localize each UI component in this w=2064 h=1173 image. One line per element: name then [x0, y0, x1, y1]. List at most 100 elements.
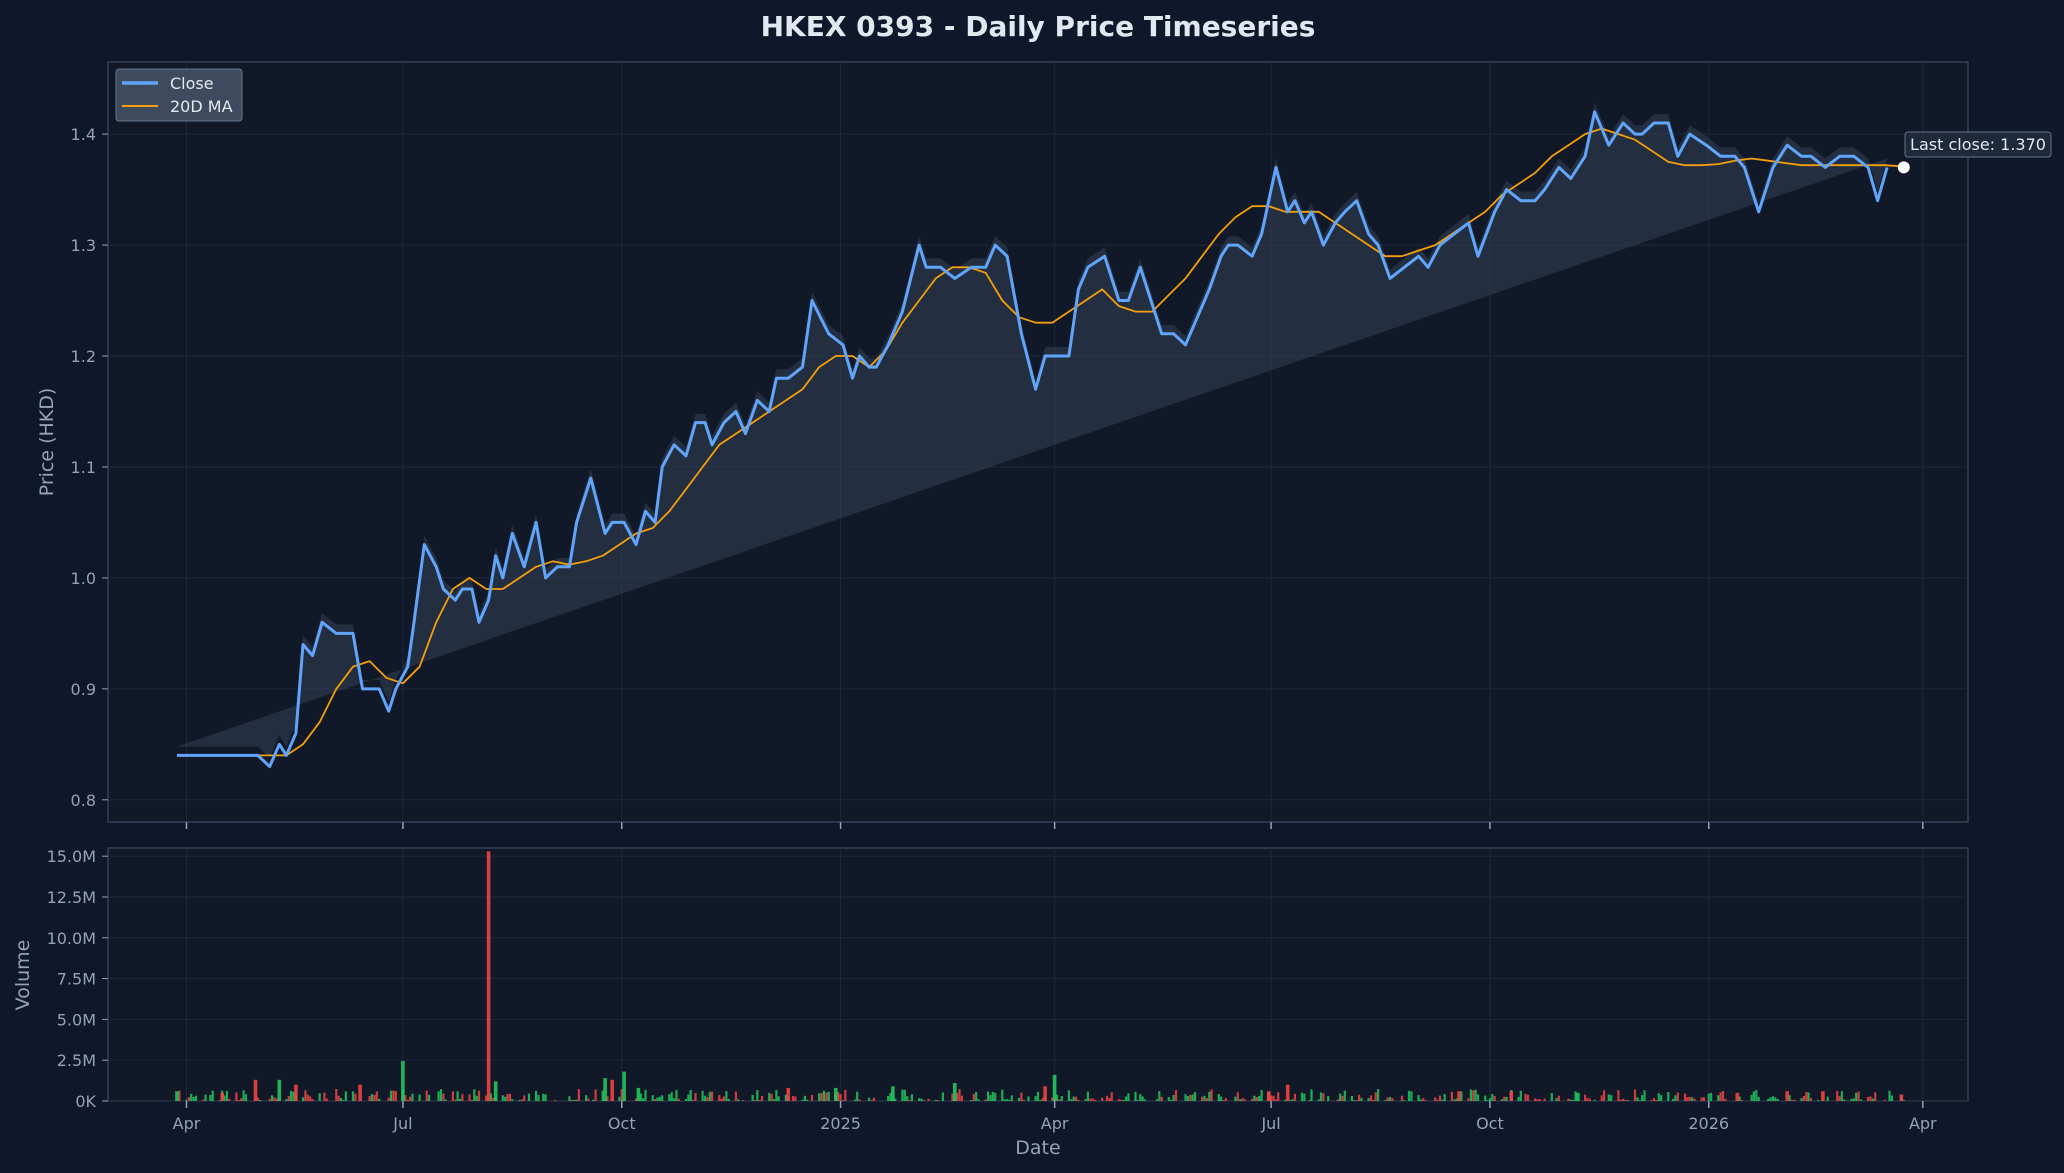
volume-bar [1358, 1094, 1361, 1101]
volume-bar [658, 1096, 661, 1101]
volume-bar [1450, 1091, 1453, 1101]
volume-bar [1224, 1098, 1227, 1101]
volume-spike-bar [1052, 1074, 1057, 1101]
volume-bar [340, 1098, 343, 1101]
volume-bar [1672, 1099, 1675, 1101]
x-tick-label: 2026 [1688, 1114, 1729, 1133]
volume-bar [927, 1098, 930, 1101]
volume-bar [1719, 1092, 1722, 1101]
volume-bar [1700, 1097, 1703, 1101]
volume-bar [1740, 1099, 1744, 1101]
volume-bar [1136, 1100, 1139, 1101]
volume-bar [1400, 1095, 1403, 1101]
volume-bar [654, 1099, 657, 1101]
volume-bar [1526, 1094, 1530, 1101]
volume-bar [1410, 1091, 1413, 1101]
volume-spike-bar [636, 1087, 641, 1101]
volume-bar [775, 1089, 778, 1101]
volume-bar [692, 1099, 695, 1101]
volume-bar [1343, 1090, 1346, 1101]
x-tick-label: Apr [173, 1114, 201, 1133]
volume-bar [442, 1093, 445, 1101]
volume-bar [1434, 1097, 1437, 1101]
volume-bar [1655, 1100, 1658, 1101]
volume-bar [970, 1100, 973, 1101]
volume-bar [218, 1100, 221, 1101]
volume-bar [1536, 1099, 1539, 1101]
volume-bar [1258, 1095, 1261, 1101]
volume-bar [901, 1089, 904, 1101]
volume-bar [225, 1090, 228, 1101]
volume-bar [1308, 1100, 1311, 1101]
volume-y-tick-label: 5.0M [57, 1010, 96, 1029]
volume-bar [268, 1098, 271, 1101]
volume-bar [1034, 1095, 1037, 1101]
volume-bar [1284, 1099, 1287, 1101]
volume-bar [1500, 1099, 1503, 1101]
volume-bar [1094, 1100, 1097, 1101]
volume-bar [1027, 1096, 1030, 1101]
volume-bar [271, 1095, 274, 1101]
volume-bar [235, 1092, 238, 1101]
volume-bar [1105, 1095, 1109, 1101]
volume-bar [451, 1091, 454, 1101]
volume-bar [1724, 1098, 1727, 1101]
volume-bar [456, 1091, 459, 1101]
volume-bar [1436, 1099, 1439, 1101]
volume-bar [889, 1092, 892, 1101]
volume-bar [1158, 1091, 1161, 1101]
volume-bar [392, 1090, 395, 1101]
volume-bar [1807, 1092, 1810, 1101]
volume-bar [1191, 1094, 1194, 1101]
volume-bar [1291, 1099, 1294, 1101]
volume-bar [1108, 1098, 1111, 1101]
volume-bar [1667, 1092, 1670, 1101]
volume-bar [370, 1094, 374, 1101]
volume-bar [1070, 1099, 1073, 1101]
legend: Close 20D MA [115, 68, 243, 122]
volume-bar [1534, 1098, 1537, 1101]
volume-bar [1086, 1091, 1089, 1101]
volume-bar [1472, 1090, 1475, 1101]
volume-bar [1691, 1097, 1694, 1101]
volume-bar [1633, 1089, 1637, 1101]
volume-bar [1272, 1095, 1275, 1101]
volume-bar [956, 1093, 959, 1101]
volume-bar [1239, 1099, 1242, 1101]
volume-y-tick-label: 12.5M [47, 888, 96, 907]
price-y-tick-label: 1.2 [71, 347, 96, 366]
volume-bar [1417, 1095, 1420, 1101]
volume-bar [1593, 1099, 1596, 1101]
volume-bar [1077, 1099, 1080, 1101]
volume-bar [1869, 1096, 1872, 1101]
volume-bars [175, 851, 1905, 1101]
volume-bar [1300, 1092, 1304, 1101]
volume-bar [373, 1094, 376, 1101]
volume-bar [1890, 1095, 1893, 1101]
price-y-tick-label: 1.4 [71, 125, 96, 144]
volume-bar [1117, 1099, 1120, 1101]
volume-bar [791, 1096, 795, 1101]
volume-bar [1557, 1095, 1560, 1101]
volume-bar [292, 1091, 295, 1101]
volume-bar [242, 1090, 245, 1101]
volume-bar [934, 1099, 937, 1101]
volume-bar [1843, 1099, 1846, 1101]
volume-bar [1022, 1099, 1025, 1101]
volume-bar [1569, 1099, 1572, 1101]
volume-bar [1750, 1094, 1753, 1101]
volume-bar [511, 1099, 514, 1101]
volume-bar [1419, 1099, 1422, 1101]
volume-bar [1524, 1093, 1527, 1101]
volume-bar [1020, 1092, 1023, 1101]
volume-bar [1493, 1096, 1496, 1101]
volume-bar [1322, 1093, 1325, 1101]
volume-bar [818, 1093, 821, 1101]
volume-bar [1139, 1094, 1142, 1101]
volume-bar [1293, 1093, 1296, 1101]
volume-bar [1460, 1091, 1463, 1101]
volume-bar [240, 1098, 243, 1101]
volume-bar [1407, 1090, 1411, 1101]
volume-bar [756, 1090, 759, 1101]
volume-bar [694, 1093, 697, 1101]
